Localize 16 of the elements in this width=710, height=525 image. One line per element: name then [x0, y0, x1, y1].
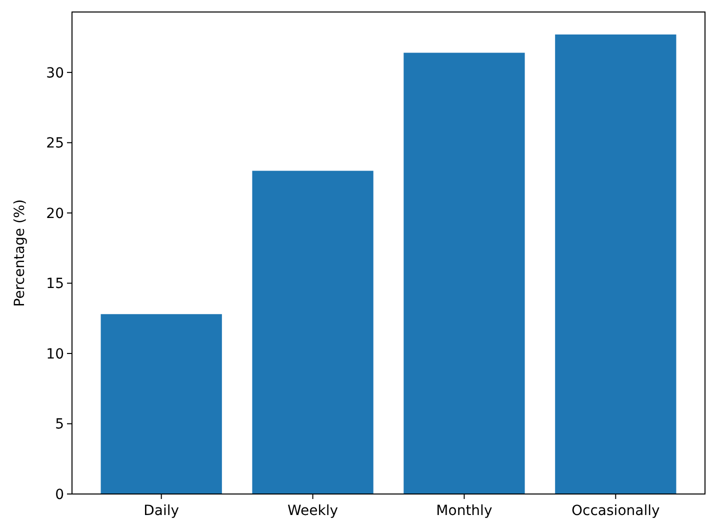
bar [252, 170, 374, 494]
y-tick-label: 5 [55, 416, 64, 433]
x-tick-label: Monthly [436, 503, 492, 519]
x-tick-label: Occasionally [572, 503, 660, 519]
y-tick-label: 20 [46, 206, 64, 222]
bar [555, 34, 676, 494]
x-tick-label: Weekly [288, 503, 338, 519]
y-axis-title: Percentage (%) [12, 199, 28, 307]
bar [404, 52, 525, 494]
y-tick-label: 25 [46, 136, 64, 152]
bar [100, 314, 222, 494]
y-tick-label: 0 [55, 486, 64, 503]
y-tick-label: 15 [46, 276, 64, 292]
y-tick-label: 30 [46, 65, 64, 82]
x-tick-label: Daily [144, 503, 180, 519]
y-tick-label: 10 [46, 346, 64, 362]
